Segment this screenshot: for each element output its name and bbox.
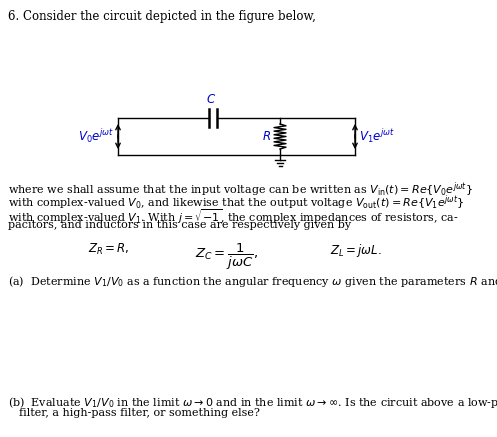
Text: with complex-valued $V_1$. With $j = \sqrt{-1}$, the complex impedances of resis: with complex-valued $V_1$. With $j = \sq… (8, 207, 459, 225)
Text: 6. Consider the circuit depicted in the figure below,: 6. Consider the circuit depicted in the … (8, 10, 316, 23)
Text: $Z_C = \dfrac{1}{j\omega C},$: $Z_C = \dfrac{1}{j\omega C},$ (195, 242, 258, 272)
Text: $C$: $C$ (206, 93, 216, 106)
Text: $R$: $R$ (262, 130, 271, 143)
Text: $Z_R = R,$: $Z_R = R,$ (88, 242, 130, 257)
Text: filter, a high-pass filter, or something else?: filter, a high-pass filter, or something… (19, 409, 260, 419)
Text: (b)  Evaluate $V_1/V_0$ in the limit $\omega \to 0$ and in the limit $\omega \to: (b) Evaluate $V_1/V_0$ in the limit $\om… (8, 395, 497, 410)
Text: pacitors, and inductors in this case are respectively given by: pacitors, and inductors in this case are… (8, 221, 351, 230)
Text: with complex-valued $V_0$, and likewise that the output voltage $V_{\mathrm{out}: with complex-valued $V_0$, and likewise … (8, 194, 464, 212)
Text: $Z_L = j\omega L.$: $Z_L = j\omega L.$ (330, 242, 382, 259)
Text: where we shall assume that the input voltage can be written as $V_{\mathrm{in}}(: where we shall assume that the input vol… (8, 180, 473, 198)
Text: (a)  Determine $V_1/V_0$ as a function the angular frequency $\omega$ given the : (a) Determine $V_1/V_0$ as a function th… (8, 274, 497, 289)
Text: $V_0e^{j\omega t}$: $V_0e^{j\omega t}$ (78, 128, 114, 146)
Text: $V_1e^{j\omega t}$: $V_1e^{j\omega t}$ (359, 128, 395, 146)
